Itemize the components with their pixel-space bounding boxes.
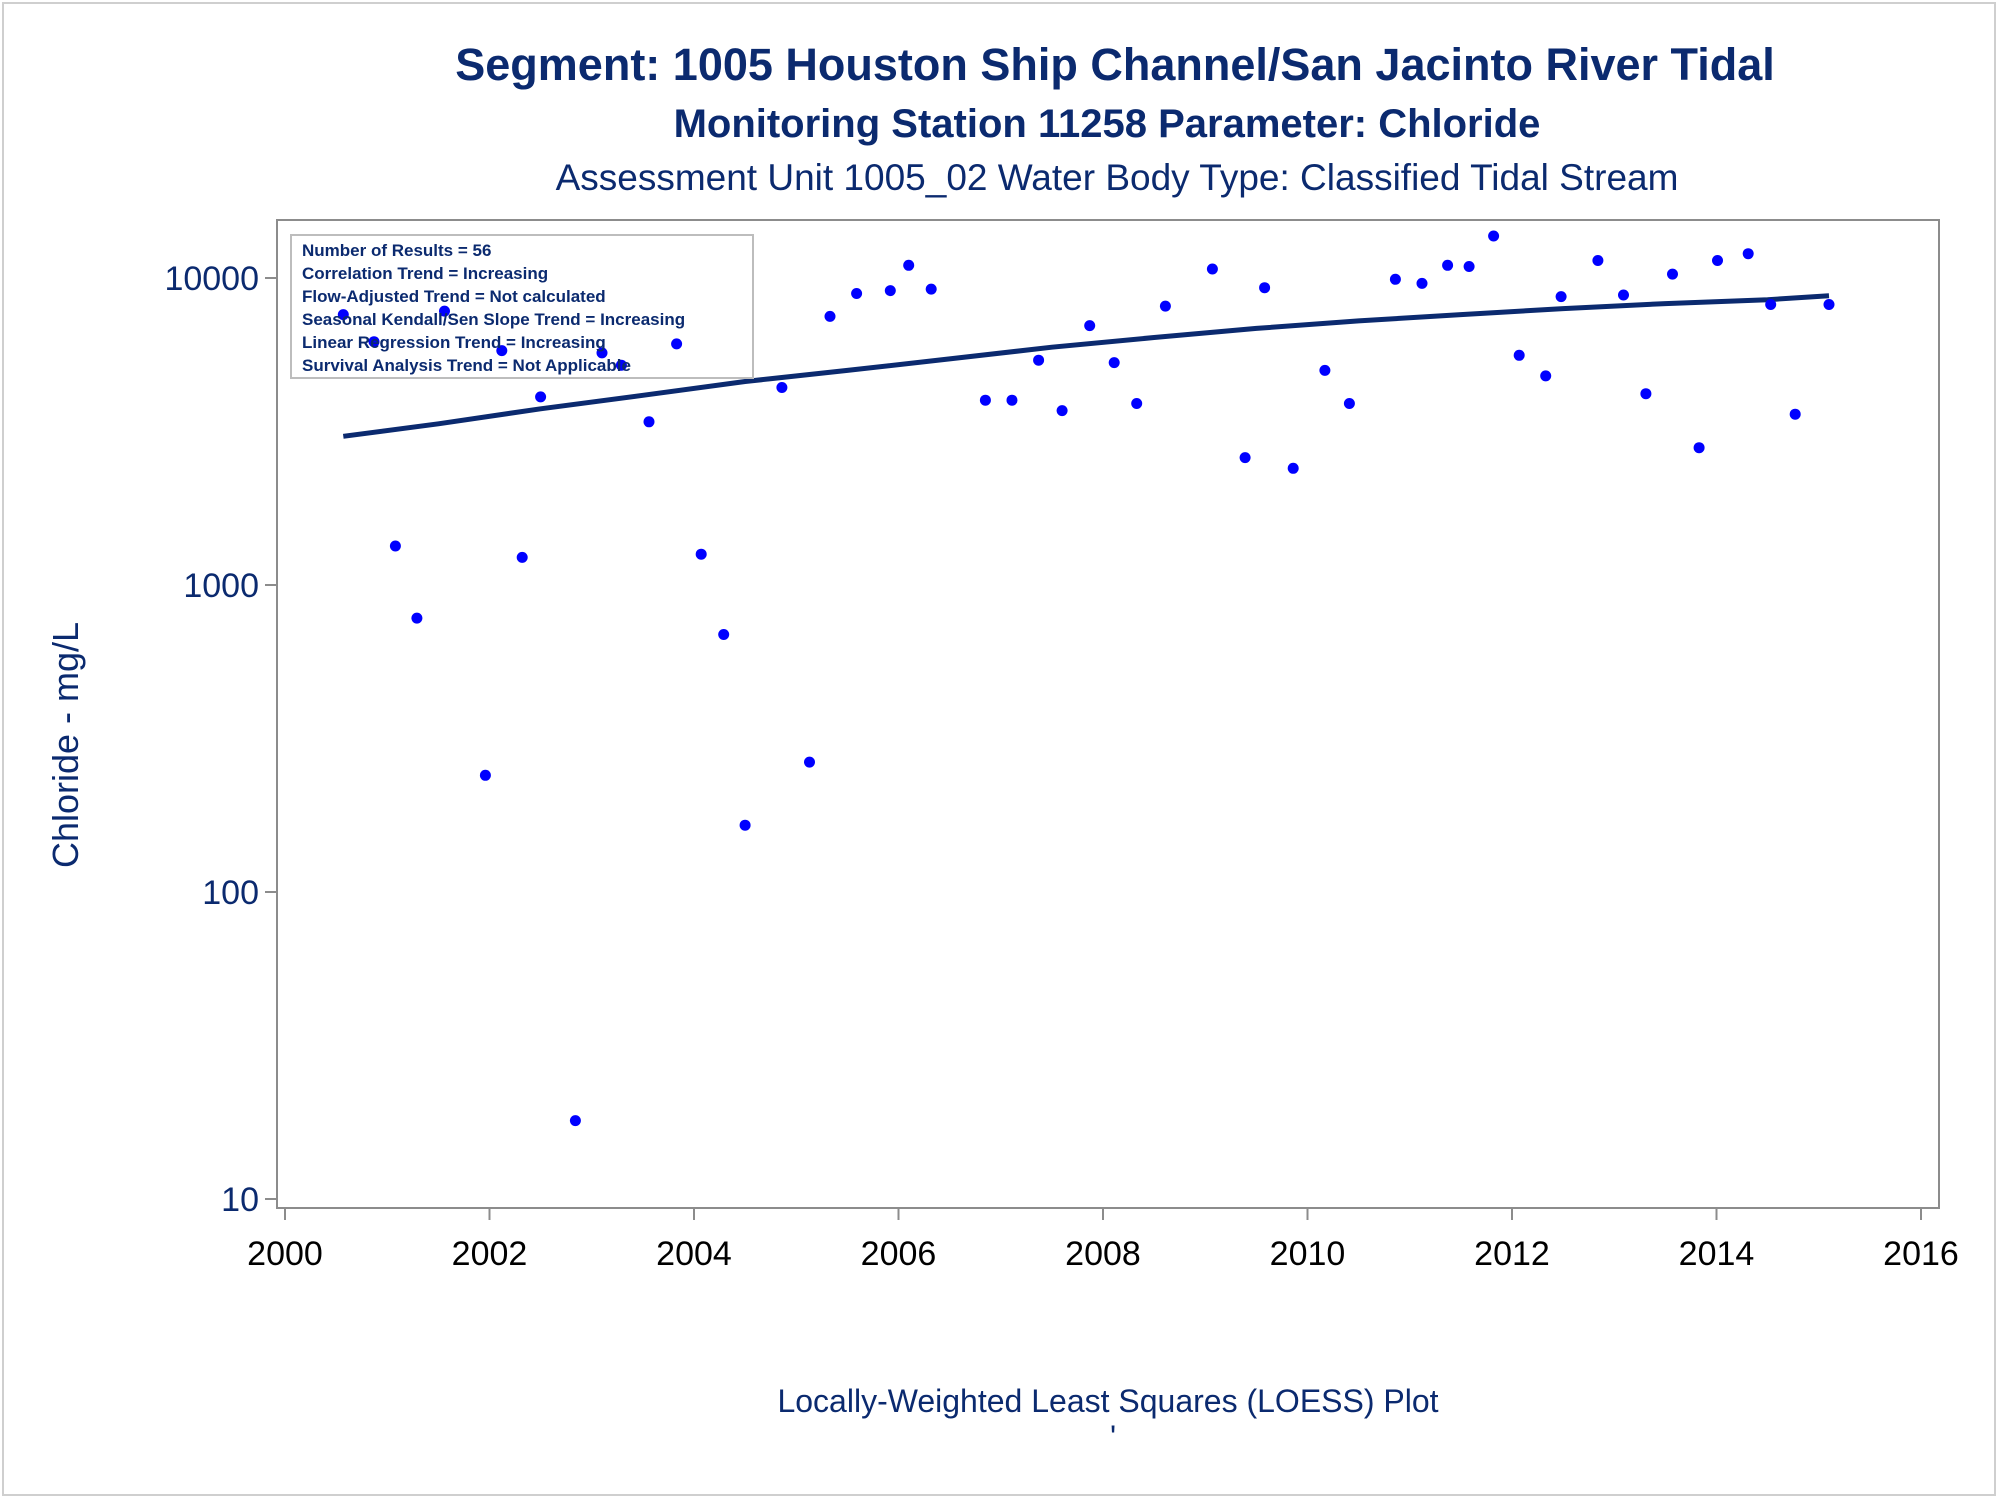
data-point (1287, 462, 1299, 474)
data-point (776, 382, 788, 393)
footnote-mark: ' (1110, 1419, 1116, 1455)
data-point (1056, 405, 1068, 417)
stats-inset-line: Linear Regression Trend = Increasing (302, 333, 606, 352)
chart-subtitle: Monitoring Station 11258 Parameter: Chlo… (674, 102, 1541, 146)
data-point (516, 551, 528, 563)
stats-inset: Number of Results = 56 Correlation Trend … (290, 234, 754, 379)
data-point (535, 391, 547, 403)
stats-inset-box (290, 234, 754, 379)
x-tick-label: 2000 (247, 1235, 323, 1273)
data-point (1343, 398, 1355, 409)
data-point (1693, 442, 1705, 454)
x-tick-label: 2014 (1679, 1235, 1755, 1273)
data-point (439, 305, 450, 317)
data-point (695, 548, 707, 560)
data-point (824, 310, 836, 322)
data-point (1442, 259, 1454, 271)
y-tick-label: 10000 (164, 260, 259, 298)
data-point (1488, 230, 1500, 242)
y-tick-label: 1000 (183, 567, 259, 605)
data-point (884, 285, 896, 297)
data-point (1640, 388, 1652, 400)
data-point (1033, 354, 1045, 366)
data-point (1416, 277, 1428, 289)
data-point (596, 347, 608, 359)
data-point (569, 1115, 581, 1127)
y-axis: 10 100 1000 10000 (164, 260, 277, 1219)
x-tick-label: 2004 (656, 1235, 732, 1273)
data-point (411, 612, 423, 624)
data-point (1712, 255, 1723, 266)
data-point (1742, 248, 1754, 260)
data-point (479, 769, 491, 781)
data-point (496, 345, 508, 357)
loess-layer (342, 293, 1830, 439)
stats-inset-line: Survival Analysis Trend = Not Applicable (302, 356, 631, 375)
data-point (1513, 349, 1525, 361)
data-point (1131, 398, 1143, 409)
data-point (615, 359, 627, 371)
data-point (1319, 364, 1331, 376)
data-point (979, 394, 991, 406)
data-point (389, 540, 401, 552)
data-point (1592, 255, 1604, 266)
chart-title: Segment: 1005 Houston Ship Channel/San J… (455, 39, 1774, 90)
data-point (925, 283, 937, 295)
data-point (1463, 261, 1475, 272)
data-point (718, 629, 730, 640)
chart-subtitle-2: Assessment Unit 1005_02 Water Body Type:… (556, 157, 1679, 198)
data-point (1389, 273, 1401, 285)
data-point (671, 338, 683, 350)
x-tick-label: 2010 (1270, 1235, 1346, 1273)
data-point (337, 309, 349, 321)
data-point (643, 416, 655, 428)
data-point (804, 756, 815, 768)
y-tick-label: 100 (202, 874, 259, 912)
data-point (1239, 452, 1251, 464)
data-point (1006, 394, 1018, 406)
data-point (903, 259, 915, 271)
data-point (1765, 299, 1777, 310)
stats-inset-line: Flow-Adjusted Trend = Not calculated (302, 287, 606, 306)
data-point (1206, 263, 1218, 275)
x-tick-label: 2016 (1883, 1235, 1959, 1273)
data-points (337, 230, 1835, 1127)
data-point (1667, 268, 1678, 280)
data-point (1823, 299, 1835, 310)
stats-inset-line: Seasonal Kendall/Sen Slope Trend = Incre… (302, 310, 685, 329)
stats-inset-line: Number of Results = 56 (302, 241, 491, 260)
loess-line (342, 293, 1830, 439)
data-point (1789, 408, 1801, 420)
data-point (1084, 320, 1096, 332)
chart-footnote: Locally-Weighted Least Squares (LOESS) P… (777, 1383, 1438, 1419)
data-point (851, 288, 863, 299)
x-tick-label: 2012 (1474, 1235, 1550, 1273)
data-point (1259, 282, 1271, 294)
data-point (1555, 291, 1567, 303)
stats-inset-line: Correlation Trend = Increasing (302, 264, 548, 283)
data-point (1618, 289, 1629, 301)
plot-area (276, 219, 1940, 1209)
data-point (1159, 300, 1171, 312)
y-axis-title: Chloride - mg/L (45, 622, 86, 868)
data-point (1540, 370, 1552, 382)
x-tick-label: 2008 (1065, 1235, 1141, 1273)
x-axis: 2000 2002 2004 2006 2008 2010 2012 2014 2016 (247, 1208, 1959, 1273)
data-point (739, 819, 751, 831)
y-tick-label: 10 (221, 1181, 259, 1219)
data-point (1108, 357, 1120, 369)
x-tick-label: 2002 (452, 1235, 528, 1273)
data-point (368, 336, 380, 348)
x-tick-label: 2006 (861, 1235, 937, 1273)
